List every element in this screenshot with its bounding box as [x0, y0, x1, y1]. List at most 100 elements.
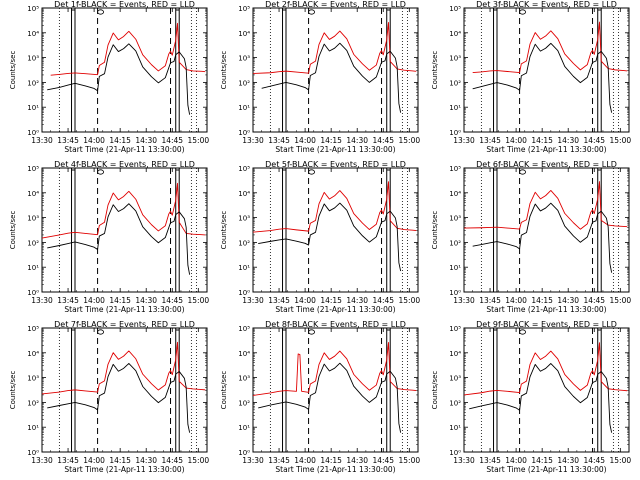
saa-marker — [519, 329, 526, 335]
x-axis-label: Start Time (21-Apr-11 13:30:00) — [486, 305, 606, 314]
x-axis-label: Start Time (21-Apr-11 13:30:00) — [275, 465, 395, 474]
y-tick-label: 10² — [27, 239, 39, 247]
y-tick-label: 10¹ — [27, 264, 39, 272]
panel-det-1: 10⁰ 10¹ 10² 10³ 10⁴ 10⁵ 13:30 13:45 14:00 14:15 14… — [9, 0, 209, 154]
series-events-line — [47, 43, 191, 115]
y-tick-label: 10⁵ — [449, 5, 461, 13]
series-events-line — [469, 363, 613, 433]
panel-det-5: 10⁰ 10¹ 10² 10³ 10⁴ 10⁵ 13:30 13:45 14:00 14:15 14… — [220, 160, 420, 314]
x-axis-label: Start Time (21-Apr-11 13:30:00) — [486, 145, 606, 154]
x-tick-label: 13:45 — [479, 296, 501, 305]
y-tick-label: 10⁴ — [238, 30, 250, 38]
x-tick-label: 14:45 — [583, 296, 605, 305]
x-tick-label: 14:30 — [557, 296, 579, 305]
x-tick-label: 14:15 — [320, 296, 342, 305]
x-tick-label: 13:45 — [57, 296, 79, 305]
y-tick-label: 10⁴ — [238, 190, 250, 198]
panel-det-2: 10⁰ 10¹ 10² 10³ 10⁴ 10⁵ 13:30 13:45 14:00 14:15 14… — [220, 0, 420, 154]
panel-title: Det 6f-BLACK = Events, RED = LLD — [476, 160, 617, 169]
series-lld-line — [472, 21, 628, 73]
y-tick-label: 10⁵ — [238, 165, 250, 173]
plot-frame — [41, 327, 208, 453]
panel-det-3: 10⁰ 10¹ 10² 10³ 10⁴ 10⁵ 13:30 13:45 14:00 14:15 14… — [431, 0, 631, 154]
series-lld-line — [252, 342, 417, 396]
y-axis-label: Counts/sec — [431, 51, 439, 90]
y-tick-label: 10¹ — [449, 264, 461, 272]
y-tick-label: 10² — [27, 399, 39, 407]
y-tick-label: 10⁴ — [449, 350, 461, 358]
y-tick-label: 10³ — [238, 375, 250, 383]
y-tick-label: 10⁰ — [449, 289, 461, 297]
x-tick-label: 15:00 — [188, 136, 210, 145]
panel-title: Det 2f-BLACK = Events, RED = LLD — [265, 0, 406, 9]
panel-det-7: 10⁰ 10¹ 10² 10³ 10⁴ 10⁵ 13:30 13:45 14:00 14:15 14… — [9, 320, 209, 474]
x-tick-label: 14:15 — [531, 136, 553, 145]
y-tick-label: 10⁵ — [27, 325, 39, 333]
y-tick-label: 10⁰ — [238, 129, 250, 137]
x-tick-label: 13:30 — [453, 296, 475, 305]
y-tick-label: 10¹ — [238, 264, 250, 272]
y-tick-label: 10⁰ — [449, 449, 461, 457]
x-tick-label: 15:00 — [188, 296, 210, 305]
y-tick-label: 10⁰ — [27, 449, 39, 457]
y-tick-label: 10⁰ — [27, 129, 39, 137]
x-tick-label: 13:45 — [479, 456, 501, 465]
plot-frame — [41, 7, 208, 133]
x-tick-label: 14:30 — [346, 456, 368, 465]
saa-marker — [308, 169, 315, 175]
plot-frame — [463, 327, 630, 453]
plot-frame — [41, 167, 208, 293]
y-tick-label: 10⁰ — [449, 129, 461, 137]
x-axis-label: Start Time (21-Apr-11 13:30:00) — [64, 145, 184, 154]
y-tick-label: 10² — [449, 399, 461, 407]
x-tick-label: 15:00 — [610, 136, 632, 145]
y-tick-label: 10⁵ — [27, 165, 39, 173]
y-tick-label: 10¹ — [238, 104, 250, 112]
series-events-line — [472, 202, 613, 273]
x-tick-label: 13:45 — [268, 296, 290, 305]
plot-frame — [252, 167, 419, 293]
series-lld-line — [41, 182, 206, 239]
panel-title: Det 9f-BLACK = Events, RED = LLD — [476, 320, 617, 329]
saa-marker — [519, 9, 526, 15]
x-tick-label: 13:30 — [31, 136, 53, 145]
x-tick-label: 13:45 — [57, 136, 79, 145]
x-axis-label: Start Time (21-Apr-11 13:30:00) — [275, 145, 395, 154]
x-tick-label: 13:45 — [57, 456, 79, 465]
y-tick-label: 10¹ — [27, 424, 39, 432]
x-tick-label: 13:30 — [453, 456, 475, 465]
x-tick-label: 13:30 — [31, 296, 53, 305]
x-tick-label: 14:30 — [346, 136, 368, 145]
x-tick-label: 14:15 — [109, 136, 131, 145]
series-lld-line — [463, 342, 628, 396]
y-tick-label: 10³ — [27, 375, 39, 383]
x-tick-label: 14:15 — [531, 456, 553, 465]
y-tick-label: 10² — [27, 79, 39, 87]
y-tick-label: 10¹ — [238, 424, 250, 432]
x-tick-label: 14:30 — [135, 456, 157, 465]
saa-marker — [308, 329, 315, 335]
y-tick-label: 10⁴ — [238, 350, 250, 358]
y-tick-label: 10³ — [27, 215, 39, 223]
x-tick-label: 13:30 — [31, 456, 53, 465]
saa-marker — [308, 9, 315, 15]
x-tick-label: 15:00 — [610, 296, 632, 305]
plot-frame — [252, 327, 419, 453]
x-tick-label: 15:00 — [399, 456, 421, 465]
y-axis-label: Counts/sec — [431, 371, 439, 410]
saa-marker — [97, 329, 104, 335]
x-tick-label: 14:45 — [583, 136, 605, 145]
x-tick-label: 14:00 — [83, 456, 105, 465]
x-tick-label: 14:15 — [109, 456, 131, 465]
panel-title: Det 4f-BLACK = Events, RED = LLD — [54, 160, 195, 169]
y-axis-label: Counts/sec — [220, 211, 228, 250]
y-tick-label: 10² — [238, 399, 250, 407]
x-tick-label: 14:15 — [320, 456, 342, 465]
y-axis-label: Counts/sec — [431, 211, 439, 250]
x-tick-label: 14:45 — [372, 136, 394, 145]
y-tick-label: 10⁴ — [27, 190, 39, 198]
x-tick-label: 13:45 — [268, 456, 290, 465]
x-tick-label: 15:00 — [610, 456, 632, 465]
x-tick-label: 14:45 — [372, 456, 394, 465]
